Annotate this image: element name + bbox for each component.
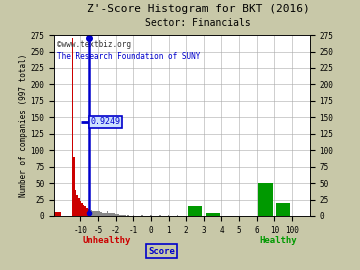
Bar	[121, 215, 122, 216]
Bar	[47, 212, 61, 216]
Bar	[81, 203, 83, 216]
Bar	[110, 213, 111, 216]
Bar	[132, 215, 134, 216]
Text: 0.9249: 0.9249	[90, 117, 120, 126]
Bar	[159, 215, 161, 216]
Bar	[76, 195, 78, 216]
Bar	[114, 214, 116, 216]
Bar	[127, 215, 129, 216]
Y-axis label: Number of companies (997 total): Number of companies (997 total)	[19, 54, 28, 197]
Bar	[86, 208, 87, 216]
Bar	[0, 215, 8, 216]
Bar	[119, 215, 121, 216]
Bar	[113, 213, 114, 216]
Bar	[111, 213, 113, 216]
Text: Sector: Financials: Sector: Financials	[145, 18, 251, 28]
Bar	[100, 212, 102, 216]
Bar	[12, 214, 26, 216]
Bar	[84, 206, 86, 216]
Bar	[95, 211, 97, 216]
Text: Score: Score	[148, 247, 175, 256]
Text: ©www.textbiz.org: ©www.textbiz.org	[57, 40, 131, 49]
Bar	[188, 206, 202, 216]
Bar	[118, 214, 119, 216]
Bar	[276, 203, 290, 216]
Bar	[75, 190, 76, 216]
Bar	[103, 213, 105, 216]
Text: Z'-Score Histogram for BKT (2016): Z'-Score Histogram for BKT (2016)	[87, 4, 309, 14]
Bar	[177, 215, 178, 216]
Bar	[72, 38, 73, 216]
Bar	[150, 215, 152, 216]
Bar	[97, 211, 99, 216]
Bar	[87, 210, 89, 216]
Bar	[206, 213, 220, 216]
Bar	[107, 211, 108, 216]
Bar	[124, 215, 126, 216]
Bar	[94, 211, 95, 216]
Bar	[73, 157, 75, 216]
Bar	[91, 210, 92, 216]
Text: Unhealthy: Unhealthy	[83, 236, 131, 245]
Text: The Research Foundation of SUNY: The Research Foundation of SUNY	[57, 52, 200, 61]
Bar	[29, 210, 44, 216]
Bar	[99, 211, 100, 216]
Bar	[89, 211, 91, 216]
Bar	[83, 205, 84, 216]
Text: Healthy: Healthy	[259, 236, 297, 245]
Bar	[105, 213, 107, 216]
Bar	[80, 201, 81, 216]
Bar	[122, 215, 124, 216]
Bar	[258, 183, 273, 216]
Bar	[168, 215, 169, 216]
Bar	[78, 198, 80, 216]
Bar	[116, 214, 118, 216]
Bar	[108, 213, 110, 216]
Bar	[141, 215, 143, 216]
Bar	[102, 213, 103, 216]
Bar	[92, 211, 94, 216]
